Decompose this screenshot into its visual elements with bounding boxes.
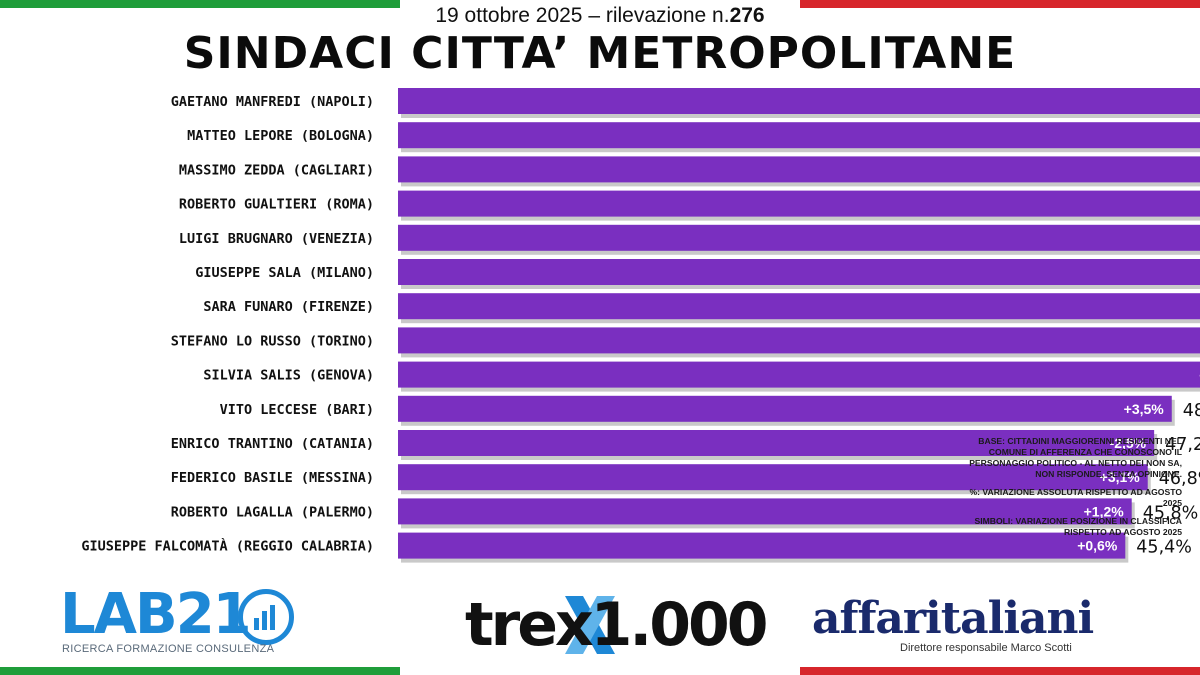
category-label: ENRICO TRANTINO (CATANIA) [171, 436, 374, 452]
trex1000-logo-text: trex1.000 [465, 590, 768, 660]
flag-stripe-red-bottom [800, 667, 1200, 675]
value-label: 46,8% [1159, 469, 1200, 489]
methodology-note: BASE: CITTADINI MAGGIORENNI RESIDENTI NE… [967, 436, 1182, 545]
bar [398, 532, 1126, 559]
lab21-tagline: RICERCA FORMAZIONE CONSULENZA [62, 643, 275, 655]
delta-note-text: %: VARIAZIONE ASSOLUTA RISPETTO AD AGOST… [969, 487, 1182, 508]
bar [398, 88, 1200, 114]
bar [398, 259, 1200, 285]
flag-stripe-white-bottom [400, 667, 800, 675]
category-label: ROBERTO GUALTIERI (ROMA) [179, 197, 374, 213]
base-note-text: BASE: CITTADINI MAGGIORENNI RESIDENTI NE… [969, 436, 1182, 479]
survey-date-text: 19 ottobre 2025 – rilevazione n. [435, 4, 730, 27]
bar [398, 122, 1200, 149]
category-label: STEFANO LO RUSSO (TORINO) [171, 333, 374, 349]
bar [398, 498, 1132, 525]
category-label: FEDERICO BASILE (MESSINA) [171, 470, 374, 486]
category-label: ROBERTO LAGALLA (PALERMO) [171, 504, 374, 520]
affaritaliani-logo: affaritaliani Direttore responsabile Mar… [812, 592, 1192, 662]
flag-stripe-green-top [0, 0, 400, 8]
lab21-logo-text: LAB21 [60, 582, 252, 647]
lab21-chart-icon [238, 589, 294, 645]
affaritaliani-editor: Direttore responsabile Marco Scotti [900, 642, 1072, 654]
bar [398, 293, 1200, 320]
category-label: GIUSEPPE FALCOMATÀ (REGGIO CALABRIA) [81, 538, 374, 555]
bar [398, 430, 1155, 456]
symbols-note-text: SIMBOLI: VARIAZIONE POSIZIONE IN CLASSIF… [974, 516, 1182, 537]
bar [398, 395, 1172, 422]
category-label: SARA FUNARO (FIRENZE) [203, 299, 374, 315]
lab21-logo: LAB21 RICERCA FORMAZIONE CONSULENZA [60, 585, 300, 665]
flag-stripe-red-top [800, 0, 1200, 8]
category-label: MASSIMO ZEDDA (CAGLIARI) [179, 162, 374, 178]
bar [398, 327, 1200, 354]
flag-stripe-white-top [400, 0, 800, 8]
trex1000-logo: trex1.000 [465, 590, 768, 660]
value-label: 47,2% [1165, 435, 1200, 455]
bar [398, 156, 1200, 183]
bar [398, 224, 1200, 251]
change-label: +0,6% [1077, 538, 1118, 554]
change-label: +3,5% [1124, 401, 1165, 417]
category-label: LUIGI BRUGNARO (VENEZIA) [179, 231, 374, 247]
value-label: 45,4% [1136, 538, 1192, 558]
bar [398, 190, 1200, 217]
survey-date-line: 19 ottobre 2025 – rilevazione n.276 [0, 4, 1200, 28]
change-label: +3,1% [1100, 469, 1141, 485]
bar [398, 464, 1148, 491]
category-label: GAETANO MANFREDI (NAPOLI) [171, 94, 374, 110]
value-label: 48,3% [1183, 401, 1200, 421]
value-label: 45,8% [1143, 503, 1199, 523]
category-label: MATTEO LEPORE (BOLOGNA) [187, 128, 374, 144]
bar [398, 361, 1200, 388]
flag-stripe-green-bottom [0, 667, 400, 675]
survey-number: 276 [729, 4, 765, 27]
category-label: GIUSEPPE SALA (MILANO) [195, 265, 374, 281]
category-label: VITO LECCESE (BARI) [220, 402, 374, 418]
affaritaliani-logo-text: affaritaliani [812, 593, 1094, 644]
change-label: +1,2% [1084, 503, 1125, 519]
trex-x-mark-icon [565, 596, 615, 654]
change-label: -2,5% [1110, 435, 1147, 451]
category-label: SILVIA SALIS (GENOVA) [203, 368, 374, 384]
page-title: SINDACI CITTA’ METROPOLITANE [183, 28, 1017, 79]
